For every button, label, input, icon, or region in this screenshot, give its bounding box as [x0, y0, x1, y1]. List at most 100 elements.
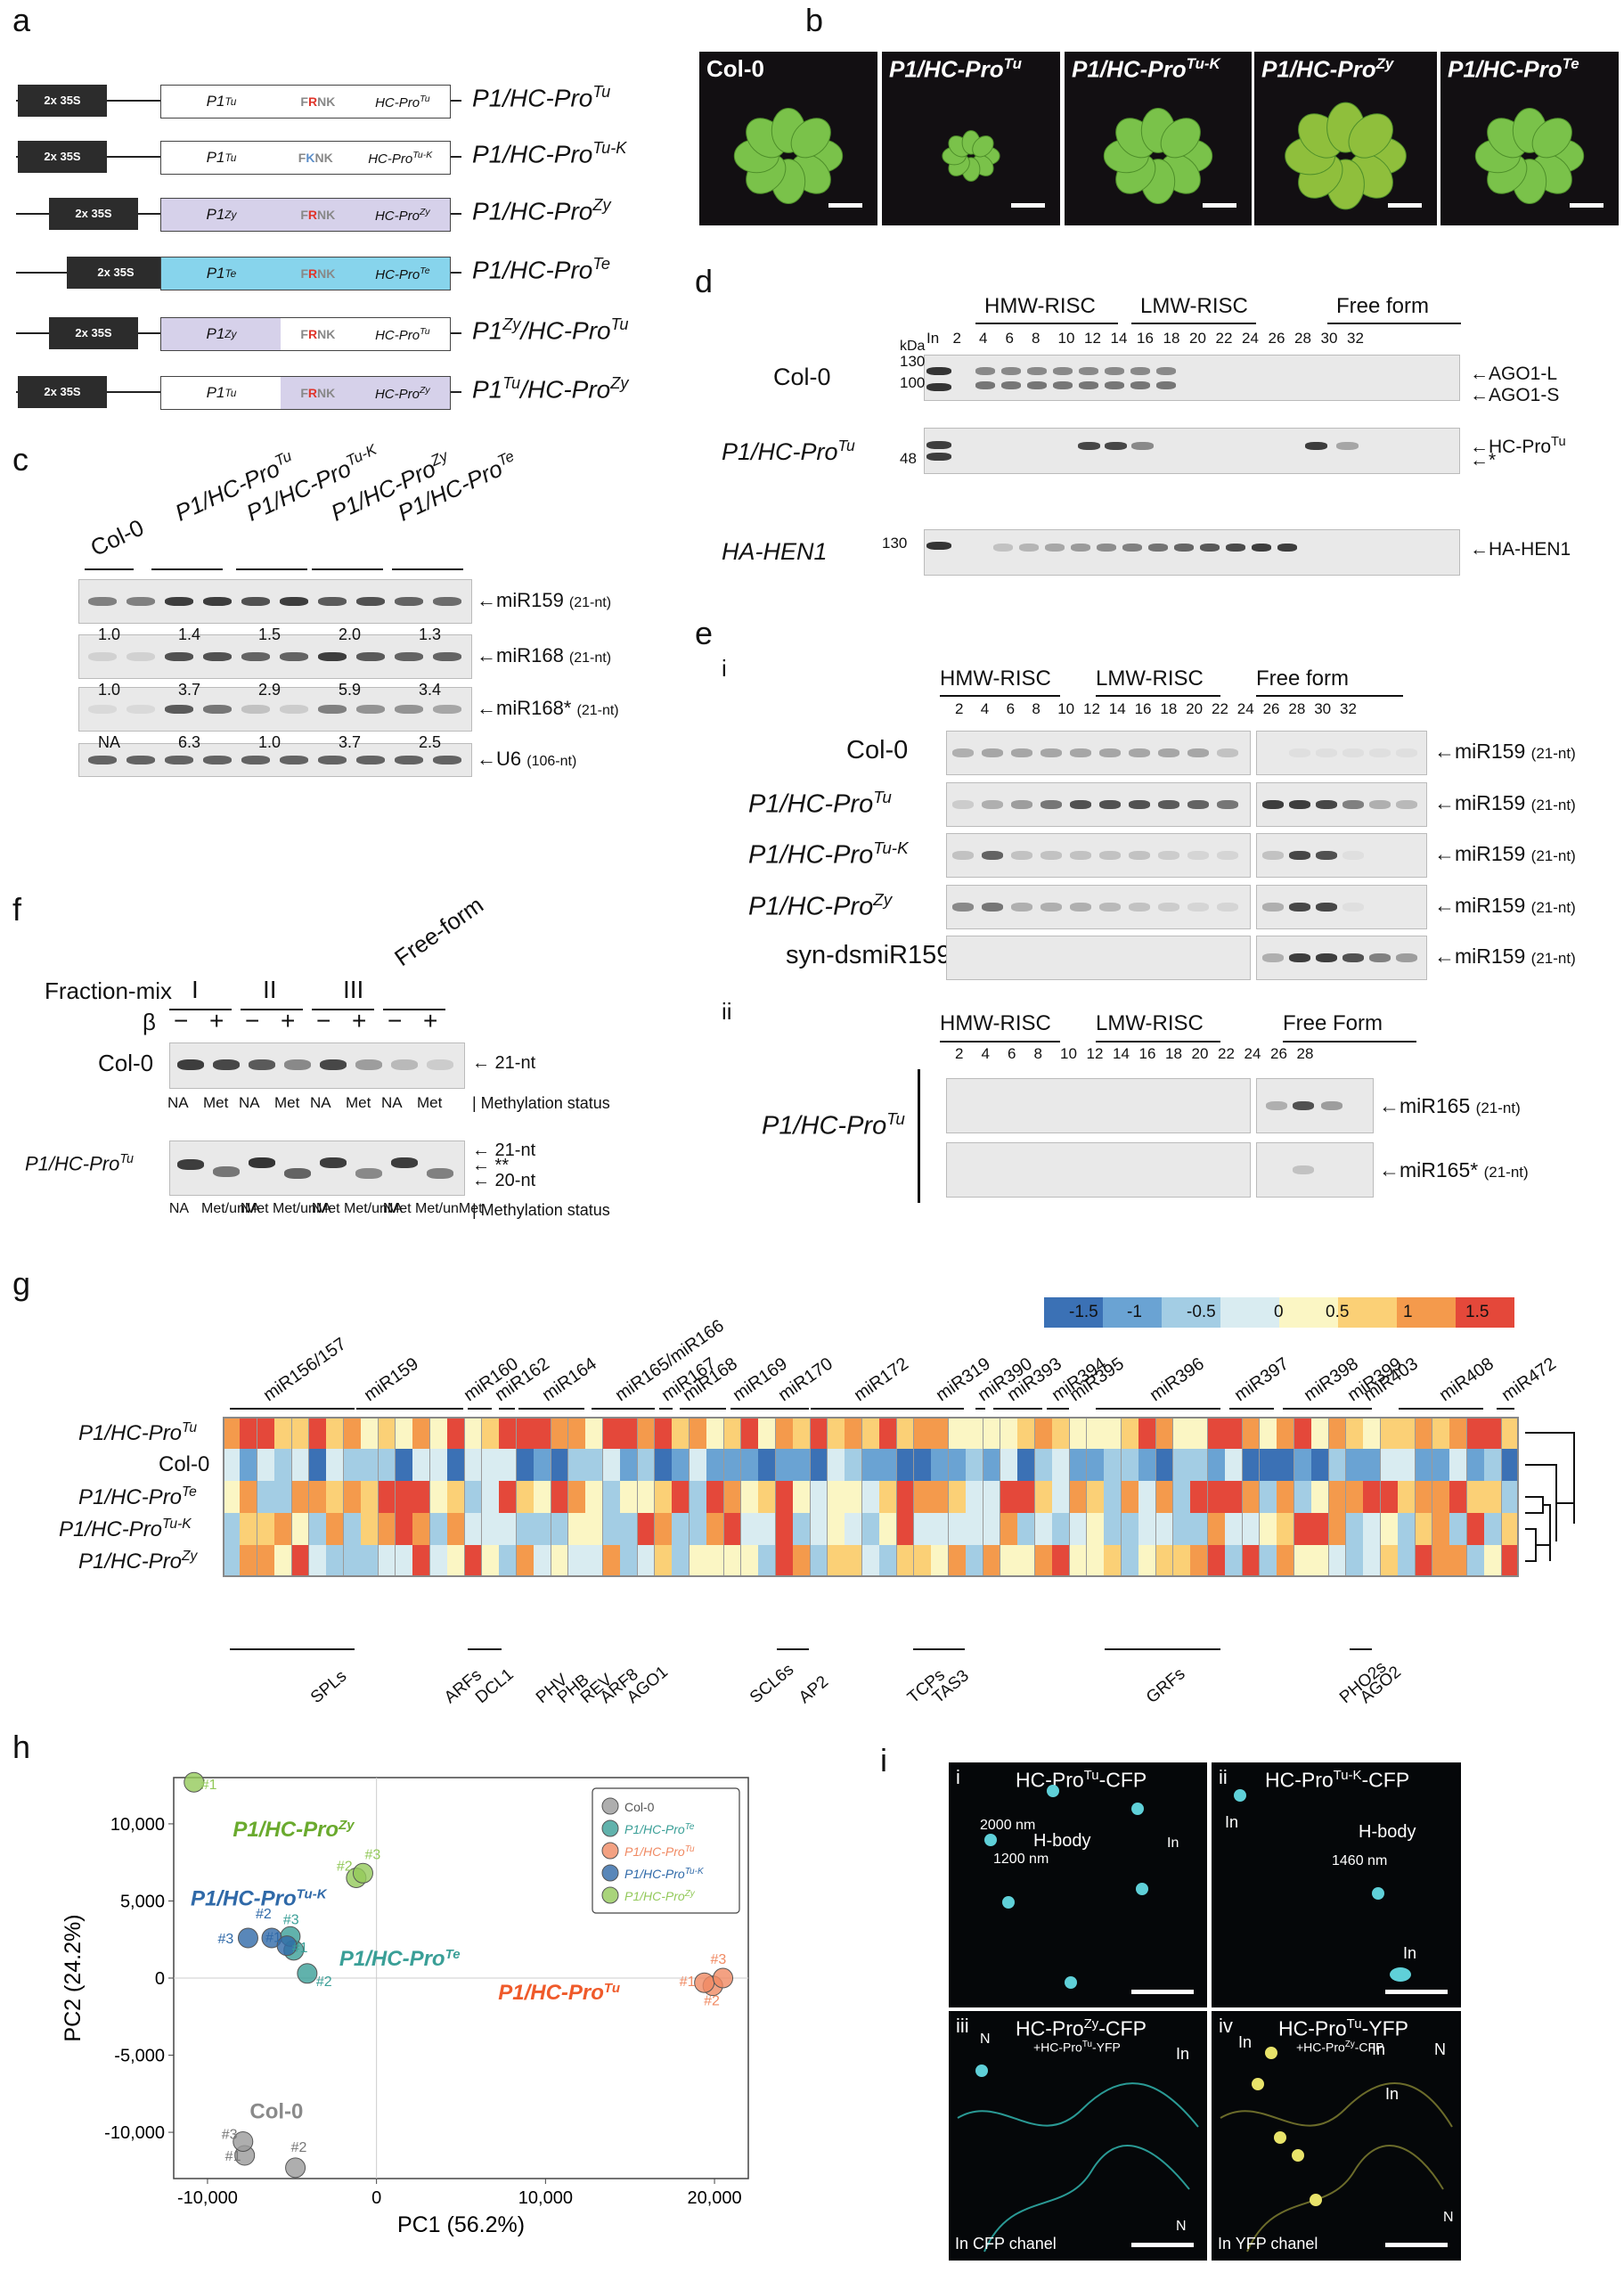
- fraction-number: 18: [1163, 330, 1180, 347]
- quantification-value: 3.7: [339, 733, 362, 751]
- heatmap-cell: [551, 1513, 569, 1545]
- blot-band: [391, 1059, 418, 1070]
- micrograph-annotation: N: [1443, 2210, 1454, 2225]
- probe-label: ←miR159 (21-nt): [1434, 944, 1576, 968]
- replicate-label: #1: [225, 2149, 241, 2164]
- scale-bar: [1203, 203, 1236, 208]
- leaf: [1160, 118, 1201, 159]
- northern-blot: [1256, 1142, 1374, 1198]
- fraction-number: 32: [1340, 700, 1357, 717]
- blot-band: [318, 597, 347, 606]
- replicate-label: #1: [680, 1975, 696, 1990]
- probe-size: (21-nt): [576, 703, 619, 718]
- channel-label: In YFP chanel: [1218, 2235, 1318, 2253]
- blot-band: [1129, 748, 1150, 757]
- scale-bar: [1131, 2243, 1194, 2247]
- blot-band: [1289, 851, 1310, 860]
- leaf: [1348, 113, 1393, 159]
- heatmap-cell: [1311, 1417, 1330, 1449]
- heatmap-cell: [1484, 1545, 1503, 1577]
- blot-band: [280, 652, 308, 661]
- heatmap-cell: [1328, 1417, 1347, 1449]
- heatmap-cell: [412, 1417, 431, 1449]
- blot-band: [318, 705, 347, 714]
- heatmap-cell: [412, 1449, 431, 1481]
- quantification-value: 1.5: [258, 625, 282, 643]
- p1-orf: P1 Tu: [160, 85, 282, 119]
- heatmap-cell: [879, 1545, 898, 1577]
- fluorescent-body: [1292, 2149, 1304, 2162]
- heatmap-cell: [896, 1417, 915, 1449]
- fraction-number: 24: [1242, 330, 1259, 347]
- scale-bar: [1570, 203, 1604, 208]
- heatmap-cell: [758, 1481, 777, 1513]
- blot-band: [1293, 1101, 1314, 1110]
- heatmap-cell: [447, 1513, 466, 1545]
- y-tick-label: 0: [155, 1969, 165, 1989]
- mirna-label: miR472: [1498, 1353, 1560, 1406]
- fraction-number: 4: [980, 700, 990, 717]
- group-label: P1/HC-ProTu: [498, 1981, 620, 2006]
- blot-band: [1078, 442, 1100, 450]
- panel-d-letter: d: [695, 263, 714, 299]
- scale-bar: [828, 203, 862, 208]
- heatmap-cell: [534, 1513, 552, 1545]
- blot-band: [213, 1166, 240, 1177]
- heatmap-cell: [585, 1417, 604, 1449]
- heatmap-cell: [723, 1449, 742, 1481]
- micrograph: iii HC-ProZy-CFP +HC-ProTu-YFP: [949, 2011, 1207, 2261]
- color-scale-label: 1.5: [1465, 1303, 1489, 1321]
- replicate-label: #3: [283, 1912, 299, 1927]
- heatmap-cell: [1449, 1449, 1468, 1481]
- heatmap-cell: [1104, 1449, 1122, 1481]
- heatmap-cell: [931, 1481, 950, 1513]
- fraction-number: 16: [1137, 330, 1154, 347]
- blot-band: [1342, 903, 1364, 912]
- micrograph-annotation: 1200 nm: [993, 1852, 1049, 1867]
- blot-band: [1129, 903, 1150, 912]
- legend-marker: [601, 1819, 619, 1837]
- blot-band: [318, 756, 347, 764]
- blot-band: [1099, 851, 1121, 860]
- fraction-number: 14: [1110, 330, 1128, 347]
- blot-band: [926, 542, 951, 550]
- fraction-number: 20: [1191, 1045, 1209, 1062]
- legend-label: P1/HC-ProTe: [624, 1822, 695, 1837]
- heatmap-cell: [412, 1545, 431, 1577]
- lane-label: Col-0: [86, 513, 148, 562]
- quantification-value: 2.9: [258, 681, 282, 699]
- heatmap-cell: [637, 1481, 656, 1513]
- fraction-number: 8: [1032, 330, 1041, 347]
- mirna-group-underline: [1047, 1408, 1069, 1410]
- target-label: GRFs: [1143, 1664, 1189, 1708]
- blot-band: [1130, 381, 1150, 389]
- blot-band: [1305, 442, 1327, 450]
- data-point: [237, 1927, 258, 1949]
- legend-label-sup: Zy: [684, 1889, 696, 1899]
- methylation-status: Met: [203, 1094, 229, 1111]
- legend-label: P1/HC-ProTu: [624, 1844, 695, 1860]
- blot-band: [1187, 800, 1209, 809]
- heatmap-cell: [1449, 1545, 1468, 1577]
- blot-band: [280, 597, 308, 606]
- blot-band: [1079, 381, 1098, 389]
- heatmap-cell: [793, 1545, 812, 1577]
- band-name: HC-ProTu: [1489, 435, 1566, 457]
- heatmap-cell: [464, 1449, 483, 1481]
- blot-band: [203, 652, 232, 661]
- rosette-illustration: [1474, 107, 1585, 205]
- heatmap-cell: [706, 1513, 725, 1545]
- replicate-label: #3: [711, 1952, 727, 1967]
- blot-band: [952, 748, 974, 757]
- probe-size: (21-nt): [1530, 899, 1576, 916]
- hc-pro-label: HC-ProTe: [375, 265, 430, 282]
- blot-band: [433, 756, 461, 764]
- blot-band: [1277, 544, 1297, 552]
- legend-label-sup: Te: [685, 1822, 695, 1832]
- methylation-status: NA: [382, 1201, 404, 1216]
- panel-e-letter: e: [695, 615, 714, 651]
- blot-band: [1011, 903, 1032, 912]
- heatmap-frame: [223, 1417, 1519, 1577]
- heatmap-cell: [931, 1513, 950, 1545]
- heatmap-cell: [1190, 1545, 1209, 1577]
